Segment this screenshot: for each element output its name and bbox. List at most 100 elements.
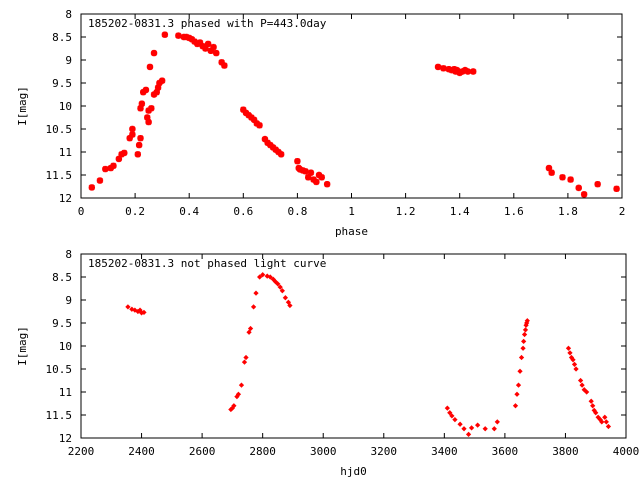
data-point <box>444 405 450 411</box>
data-point <box>313 178 320 186</box>
data-point <box>447 410 453 416</box>
data-point <box>248 114 255 121</box>
data-point <box>294 158 301 165</box>
x-tick-label: 0.8 <box>287 205 307 218</box>
data-point <box>594 181 601 188</box>
data-point <box>567 176 574 183</box>
data-point <box>514 391 520 397</box>
data-point <box>275 281 281 287</box>
data-point <box>145 118 152 126</box>
y-axis-label: I[mag] <box>16 326 29 366</box>
data-point <box>129 131 136 138</box>
data-point <box>110 162 117 169</box>
data-point <box>521 331 528 338</box>
data-point <box>134 151 142 158</box>
data-point <box>579 382 585 388</box>
data-point <box>524 318 530 324</box>
data-point <box>145 107 152 114</box>
y-tick-label: 12 <box>59 432 72 445</box>
data-point <box>240 106 247 113</box>
data-point <box>272 146 279 153</box>
data-point <box>161 31 169 38</box>
data-point <box>141 309 147 316</box>
data-point <box>137 135 144 142</box>
x-tick-label: 0.6 <box>233 205 253 218</box>
data-point <box>277 284 283 290</box>
data-point <box>243 354 249 361</box>
data-point <box>210 43 217 51</box>
x-tick-label: 1 <box>348 205 355 218</box>
data-point <box>475 422 481 428</box>
data-point <box>137 105 144 112</box>
x-tick-label: 0 <box>78 205 85 218</box>
data-point <box>302 168 309 175</box>
data-point <box>565 345 572 351</box>
x-axis-label: hjd0 <box>340 465 367 478</box>
phased-light-curve-panel: 0 0.2 0.4 0.6 0.8 1 1.2 1.4 1.6 1.8 2 8 8.5 9 9.5 10 10.… <box>16 8 625 238</box>
data-point <box>107 164 114 172</box>
x-tick-label: 1.2 <box>396 205 416 218</box>
data-point <box>221 62 228 69</box>
x-axis-label: phase <box>335 225 368 238</box>
data-point <box>613 185 620 192</box>
data-point <box>175 32 182 39</box>
data-point <box>146 63 154 71</box>
y-tick-label: 11 <box>59 386 72 399</box>
data-point <box>138 100 146 107</box>
data-point <box>238 382 245 388</box>
data-point <box>144 114 151 121</box>
data-point <box>156 79 163 87</box>
data-point <box>548 169 555 176</box>
x-tick-label: 3600 <box>492 445 519 458</box>
data-point <box>577 377 584 384</box>
x-tick-label: 2 <box>619 205 626 218</box>
data-point <box>588 398 594 404</box>
chart-title: 185202-0831.3 not phased light curve <box>88 257 326 270</box>
data-point <box>590 403 596 409</box>
data-point <box>545 164 553 172</box>
data-point <box>461 426 467 432</box>
data-point <box>154 84 162 91</box>
data-point <box>264 139 271 146</box>
data-point <box>235 391 242 397</box>
data-point <box>434 63 442 71</box>
data-point <box>275 148 282 156</box>
data-point <box>440 65 447 72</box>
x-tick-label: 3400 <box>431 445 458 458</box>
data-point <box>257 274 263 280</box>
data-point <box>88 184 96 191</box>
data-point <box>148 105 155 112</box>
y-tick-label: 8 <box>65 8 72 21</box>
data-point <box>188 36 196 43</box>
data-point <box>125 304 131 310</box>
data-point <box>277 151 285 158</box>
data-point <box>115 155 123 163</box>
data-point <box>449 413 455 419</box>
data-point <box>315 171 323 179</box>
x-tick-label: 2600 <box>189 445 216 458</box>
data-point <box>522 327 529 333</box>
x-tick-label: 4000 <box>613 445 640 458</box>
data-point <box>282 295 288 301</box>
data-point <box>140 89 147 96</box>
data-point <box>567 350 573 356</box>
data-point <box>102 165 109 173</box>
data-point <box>199 43 206 50</box>
data-point <box>520 345 526 351</box>
data-point <box>250 304 257 310</box>
y-tick-label: 8.5 <box>52 271 72 284</box>
data-point <box>318 174 325 181</box>
data-point <box>207 47 215 54</box>
data-point <box>603 419 609 425</box>
x-tick-label: 0.4 <box>179 205 199 218</box>
data-point <box>196 39 204 46</box>
data-point <box>491 426 497 432</box>
data-point <box>605 423 612 430</box>
data-point <box>517 368 523 374</box>
unphased-light-curve-panel: 2200 2400 2600 2800 3000 3200 3400 3600 3800 4000… <box>16 248 639 478</box>
data-point <box>150 49 158 57</box>
data-point <box>261 135 269 143</box>
data-point <box>267 141 274 149</box>
y-tick-label: 10 <box>59 100 72 113</box>
data-point <box>213 49 220 57</box>
